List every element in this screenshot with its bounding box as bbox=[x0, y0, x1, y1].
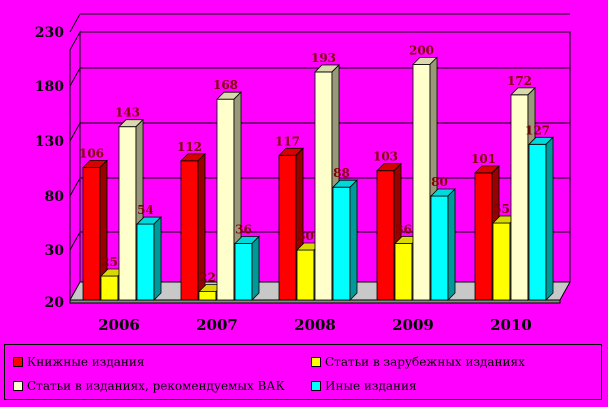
x-tick-label: 2009 bbox=[392, 316, 434, 334]
bar bbox=[376, 170, 395, 301]
plot-floor-edge bbox=[69, 299, 561, 304]
x-tick-label: 2008 bbox=[294, 316, 336, 334]
legend-item: Статьи в изданиях, рекомендуемых ВАК bbox=[13, 379, 285, 393]
y-tick-label: 20 bbox=[45, 295, 65, 311]
legend-swatch bbox=[311, 357, 321, 367]
data-label: 30 bbox=[297, 229, 314, 243]
bar bbox=[332, 186, 351, 301]
y-tick-label: 80 bbox=[45, 189, 65, 205]
bar bbox=[412, 64, 431, 301]
gridline-side bbox=[69, 122, 81, 142]
gridline-side bbox=[69, 13, 81, 33]
data-label: 54 bbox=[137, 203, 154, 217]
bar bbox=[180, 160, 199, 301]
legend-swatch bbox=[13, 381, 23, 391]
bar bbox=[430, 195, 449, 301]
legend-label: Книжные издания bbox=[27, 355, 145, 369]
bar bbox=[234, 243, 253, 301]
bar bbox=[118, 126, 137, 301]
legend-swatch bbox=[311, 381, 321, 391]
bar-side bbox=[349, 179, 358, 301]
data-label: 172 bbox=[507, 74, 532, 88]
data-label: 106 bbox=[79, 146, 104, 160]
bar bbox=[82, 166, 101, 301]
gridline-side bbox=[69, 177, 81, 197]
bar bbox=[216, 98, 235, 301]
x-tick-label: 2010 bbox=[490, 316, 532, 334]
bar bbox=[492, 222, 511, 301]
x-tick-label: 2007 bbox=[196, 316, 238, 334]
data-label: 88 bbox=[333, 166, 350, 180]
legend-item: Книжные издания bbox=[13, 355, 144, 369]
data-label: 103 bbox=[373, 150, 398, 164]
legend: Книжные издания Статьи в зарубежных изда… bbox=[4, 344, 602, 400]
bar-chart: 20 30 80 130 180 230 106 25 143 54 2006 112 22 168 36 2… bbox=[35, 13, 571, 334]
data-label: 200 bbox=[409, 43, 434, 57]
bar bbox=[136, 223, 155, 301]
legend-label: Статьи в зарубежных изданиях bbox=[325, 355, 525, 369]
data-label: 143 bbox=[115, 106, 140, 120]
bar bbox=[278, 154, 297, 301]
bar bbox=[474, 172, 493, 301]
bar bbox=[100, 275, 119, 301]
bar-side bbox=[251, 235, 260, 301]
legend-swatch bbox=[13, 357, 23, 367]
data-label: 112 bbox=[177, 140, 202, 154]
gridline-side bbox=[69, 231, 81, 251]
bar bbox=[528, 143, 547, 301]
data-label: 80 bbox=[431, 175, 448, 189]
legend-item: Иные издания bbox=[311, 379, 417, 393]
data-label: 36 bbox=[395, 223, 412, 237]
data-label: 36 bbox=[235, 223, 252, 237]
bar-side bbox=[153, 216, 162, 301]
bar-side bbox=[447, 188, 456, 301]
y-tick-label: 180 bbox=[35, 79, 64, 95]
data-label: 25 bbox=[101, 255, 118, 269]
bar bbox=[394, 243, 413, 301]
gridline-side bbox=[69, 67, 81, 87]
bar bbox=[198, 291, 217, 301]
y-tick-label: 30 bbox=[45, 243, 65, 259]
data-label: 55 bbox=[493, 202, 510, 216]
x-tick-label: 2006 bbox=[98, 316, 140, 334]
y-tick-label: 230 bbox=[35, 25, 64, 41]
bar-side bbox=[545, 136, 554, 301]
legend-item: Статьи в зарубежных изданиях bbox=[311, 355, 525, 369]
data-label: 168 bbox=[213, 78, 238, 92]
data-label: 117 bbox=[275, 134, 300, 148]
data-label: 193 bbox=[311, 51, 336, 65]
data-label: 22 bbox=[199, 271, 216, 285]
plot-side-wall bbox=[69, 30, 81, 302]
legend-label: Иные издания bbox=[325, 379, 417, 393]
data-label: 127 bbox=[525, 123, 550, 137]
legend-label: Статьи в изданиях, рекомендуемых ВАК bbox=[27, 379, 285, 393]
y-tick-label: 130 bbox=[35, 134, 64, 150]
bar bbox=[296, 249, 315, 301]
data-label: 101 bbox=[471, 152, 496, 166]
bar bbox=[314, 71, 333, 301]
